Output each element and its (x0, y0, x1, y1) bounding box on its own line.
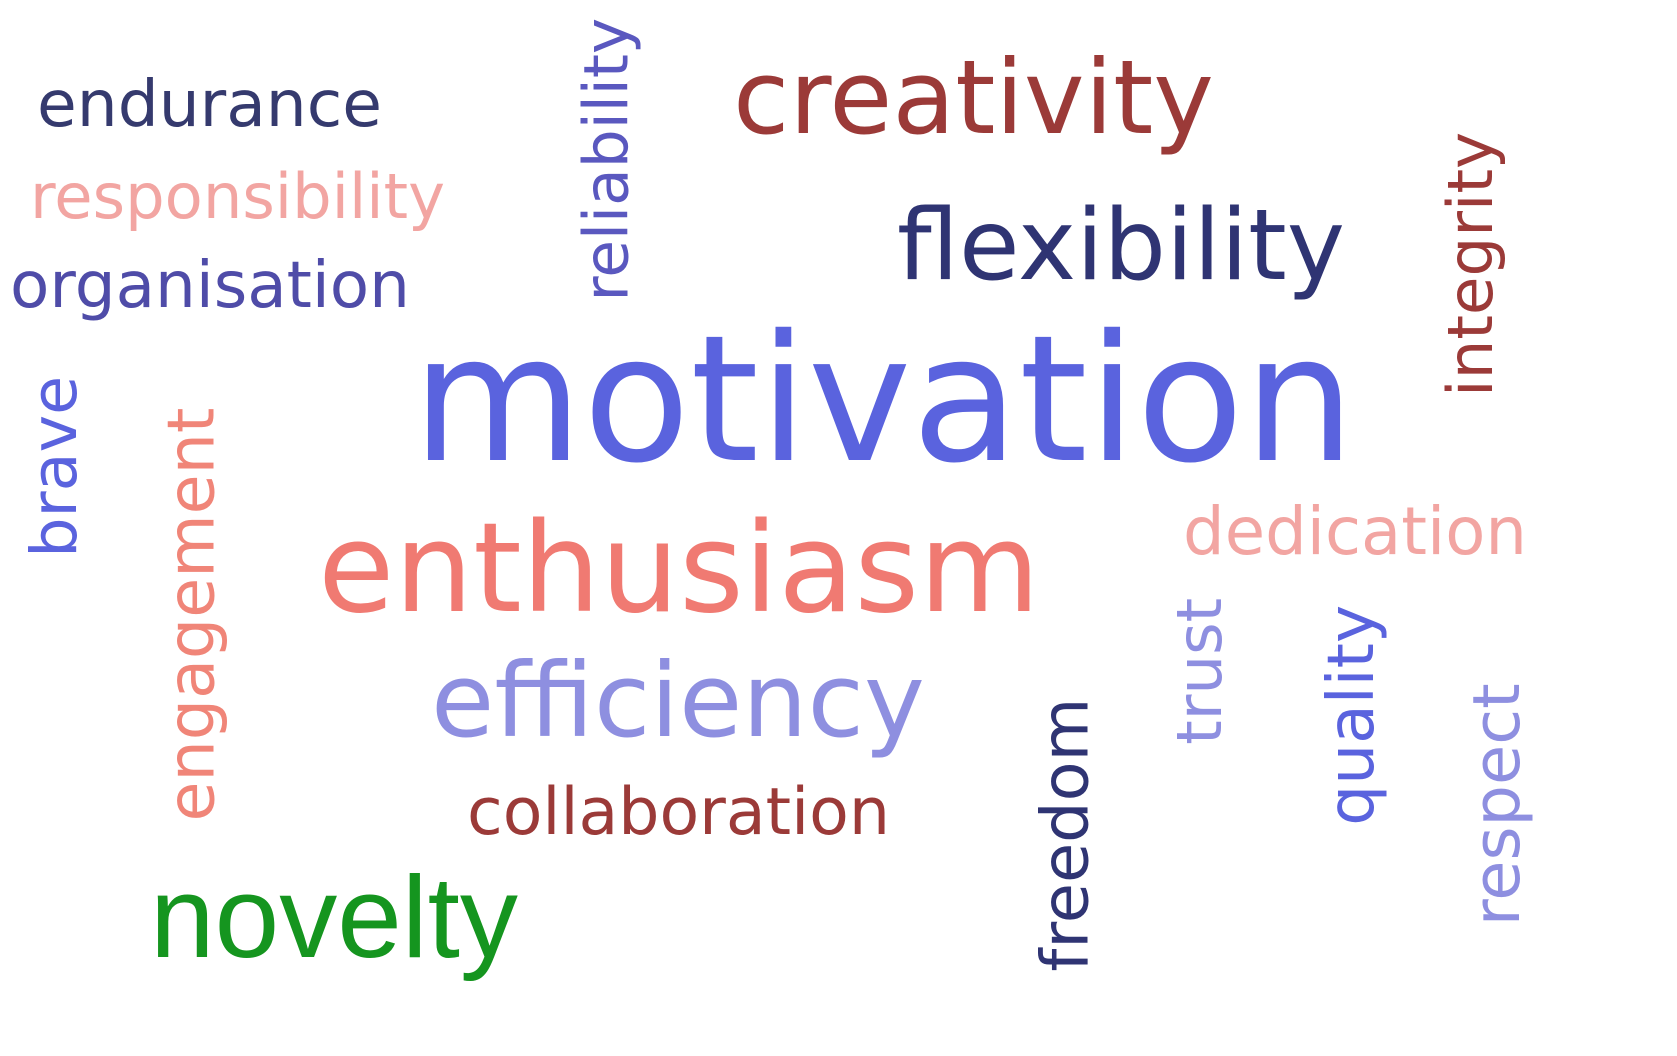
word-collaboration: collaboration (467, 774, 890, 850)
word-flexibility: flexibility (897, 188, 1345, 303)
word-novelty: novelty (150, 851, 518, 982)
word-respect: respect (1458, 683, 1535, 926)
word-enthusiasm: enthusiasm (318, 497, 1040, 642)
word-dedication: dedication (1183, 493, 1527, 570)
word-quality: quality (1314, 605, 1390, 826)
word-integrity: integrity (1433, 132, 1507, 397)
word-brave: brave (17, 376, 92, 558)
word-reliability: reliability (571, 18, 643, 302)
word-engagement: engagement (154, 408, 230, 822)
word-trust: trust (1162, 598, 1236, 745)
word-endurance: endurance (37, 66, 382, 142)
word-motivation: motivation (412, 298, 1355, 503)
word-creativity: creativity (733, 39, 1214, 159)
word-efficiency: efficiency (431, 640, 925, 761)
word-freedom: freedom (1027, 698, 1104, 972)
word-organisation: organisation (10, 247, 410, 323)
word-responsibility: responsibility (30, 159, 445, 233)
